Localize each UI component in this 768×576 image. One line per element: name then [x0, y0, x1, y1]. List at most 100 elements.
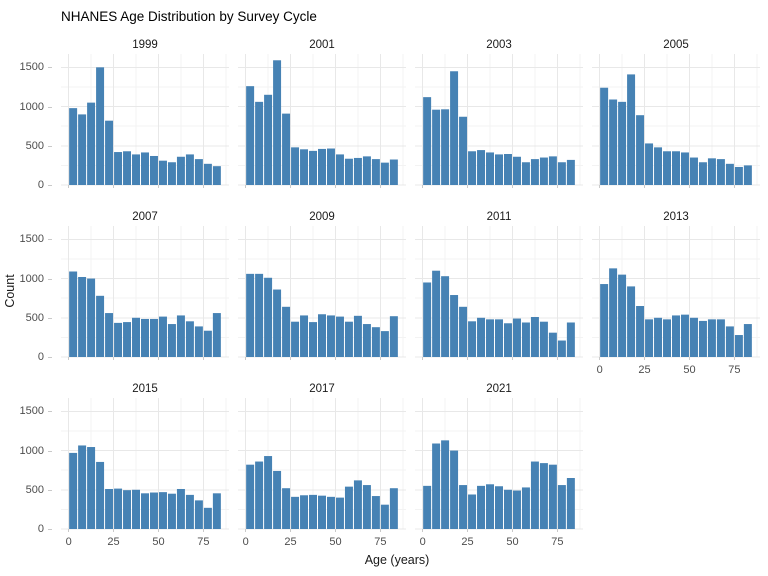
histogram-bar: [212, 166, 221, 185]
histogram-bar: [423, 485, 432, 529]
histogram-bar: [716, 319, 725, 357]
histogram-bar: [264, 94, 273, 185]
facet-strip-label: 2015: [132, 383, 158, 395]
histogram-bar: [96, 295, 105, 357]
histogram-bar: [282, 306, 291, 357]
histogram-bar: [176, 488, 185, 529]
histogram-bar: [450, 71, 459, 185]
histogram-bar: [548, 464, 557, 529]
y-tick-mark: [48, 185, 52, 186]
histogram-bar: [618, 101, 627, 185]
histogram-bar: [371, 496, 380, 529]
histogram-bar: [123, 151, 132, 185]
histogram-bar: [486, 152, 494, 185]
histogram-bar: [255, 273, 264, 357]
facet-panel-2017: 2017 0 25 50 75: [238, 380, 406, 552]
histogram-bar: [503, 323, 512, 357]
histogram-bar: [380, 331, 389, 357]
histogram-bar: [477, 150, 486, 185]
x-axis-title: Age (years): [364, 553, 430, 567]
histogram-bar: [698, 320, 707, 357]
histogram-bar: [114, 152, 123, 185]
histogram-bar: [114, 488, 123, 529]
histogram-bar: [158, 160, 167, 185]
facet-strip-label: 2021: [486, 383, 512, 395]
histogram-bar: [344, 321, 353, 357]
histogram-bar: [335, 154, 344, 185]
y-tick-label: 500: [25, 311, 44, 324]
histogram-bar: [477, 317, 486, 357]
facet-strip-label: 2011: [486, 211, 512, 223]
histogram-bar: [194, 500, 203, 529]
histogram-bar: [141, 493, 149, 529]
histogram-bar: [105, 488, 114, 529]
y-tick-mark: [48, 357, 52, 358]
histogram-bar: [530, 159, 539, 185]
histogram-bar: [158, 492, 167, 529]
histogram-bar: [743, 165, 752, 185]
histogram-bar: [636, 115, 645, 185]
y-tick-label: 1000: [19, 100, 44, 113]
histogram-bar: [132, 489, 140, 529]
histogram-bar: [132, 317, 140, 357]
histogram-bar: [78, 114, 87, 185]
histogram-bar: [96, 67, 105, 185]
histogram-bar: [203, 507, 212, 529]
histogram-bar: [450, 450, 459, 529]
histogram-bar: [521, 487, 530, 529]
y-tick-mark: [48, 239, 52, 241]
histogram-bar: [539, 157, 548, 185]
histogram-bar: [282, 488, 291, 529]
x-axis-labels: 0 25 50 75: [592, 361, 760, 380]
histogram-bar: [291, 496, 300, 529]
histogram-bar: [389, 488, 398, 529]
y-tick-label: 0: [37, 351, 44, 363]
histogram-bar: [246, 86, 255, 185]
histogram-bar: [689, 157, 698, 185]
histogram-bar: [566, 322, 575, 357]
y-tick-mark: [48, 450, 52, 452]
x-tick-label: 0: [242, 536, 249, 548]
y-tick-mark: [48, 411, 52, 413]
histogram-bar: [273, 470, 282, 529]
histogram-bar: [87, 447, 96, 529]
histogram-bar: [105, 313, 114, 357]
histogram-plot: [238, 54, 406, 188]
histogram-bar: [627, 74, 636, 185]
histogram-plot: [415, 398, 583, 532]
facet-panel-2001: 2001: [238, 36, 406, 208]
histogram-bar: [158, 316, 167, 357]
histogram-bar: [300, 315, 309, 357]
histogram-bar: [87, 102, 96, 185]
facet-strip-label: 1999: [132, 39, 158, 51]
y-tick-label: 1000: [19, 444, 44, 457]
histogram-bar: [389, 159, 398, 185]
histogram-bar: [318, 314, 326, 357]
histogram-bar: [185, 494, 194, 529]
histogram-bar: [672, 315, 680, 357]
histogram-bar: [521, 162, 530, 185]
histogram-bar: [309, 150, 317, 185]
histogram-bar: [371, 327, 380, 357]
histogram-bar: [468, 321, 477, 357]
histogram-bar: [557, 485, 566, 529]
histogram-bar: [495, 486, 503, 529]
histogram-bar: [557, 162, 566, 185]
histogram-bar: [362, 485, 371, 529]
x-axis-labels: [238, 361, 406, 380]
histogram-bar: [441, 276, 450, 357]
histogram-bar: [273, 289, 282, 357]
histogram-bar: [203, 330, 212, 357]
facet-panel-2013: 2013 0 25 50 75: [592, 208, 760, 380]
histogram-bar: [600, 87, 609, 185]
histogram-bar: [246, 464, 255, 529]
empty-facet-cell: [592, 380, 760, 552]
histogram-bar: [141, 318, 149, 357]
histogram-bar: [318, 148, 326, 185]
histogram-bar: [194, 159, 203, 185]
histogram-bar: [725, 326, 734, 357]
histogram-bar: [645, 319, 654, 357]
y-tick-mark: [48, 106, 52, 108]
histogram-bar: [645, 143, 654, 185]
histogram-bar: [734, 166, 743, 185]
